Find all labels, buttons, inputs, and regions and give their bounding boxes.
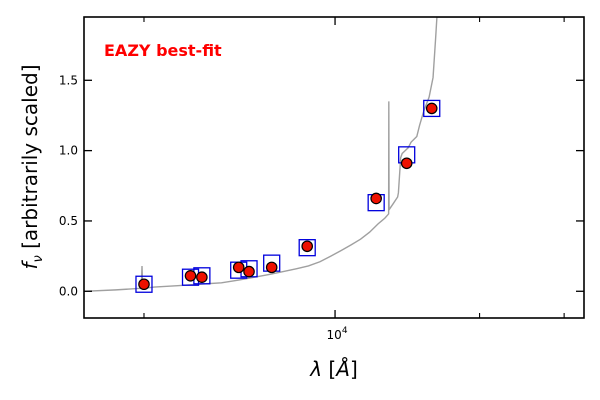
model-photometry-layer xyxy=(135,99,441,293)
y-tick-label: 0.5 xyxy=(59,214,78,228)
observed-point-4 xyxy=(243,265,255,278)
y-tick-label: 1.0 xyxy=(59,144,78,158)
observed-point-9 xyxy=(425,102,438,115)
observed-point-2 xyxy=(196,271,208,284)
observed-point-1 xyxy=(184,270,197,282)
axes: 0.0 0.5 1.0 1.5 104 xyxy=(59,16,585,342)
x-axis-title: λ [Å] xyxy=(309,357,358,381)
observed-photometry-layer xyxy=(138,102,438,291)
y-tick-label: 0.0 xyxy=(59,284,78,298)
observed-point-7 xyxy=(370,192,382,205)
model-square-6 xyxy=(298,239,316,257)
model-square-9 xyxy=(423,99,441,118)
model-square-0 xyxy=(135,275,153,293)
observed-point-6 xyxy=(301,240,314,253)
observed-point-8 xyxy=(400,157,413,170)
y-tick-label: 1.5 xyxy=(59,73,78,87)
plot-frame xyxy=(83,16,585,319)
observed-point-3 xyxy=(232,261,245,274)
observed-point-5 xyxy=(265,261,278,274)
observed-point-0 xyxy=(138,278,150,291)
annotation-label: EAZY best-fit xyxy=(104,41,222,60)
y-axis-title: fν [arbitrarily scaled] xyxy=(18,64,46,269)
x-tick-label: 104 xyxy=(327,326,348,342)
